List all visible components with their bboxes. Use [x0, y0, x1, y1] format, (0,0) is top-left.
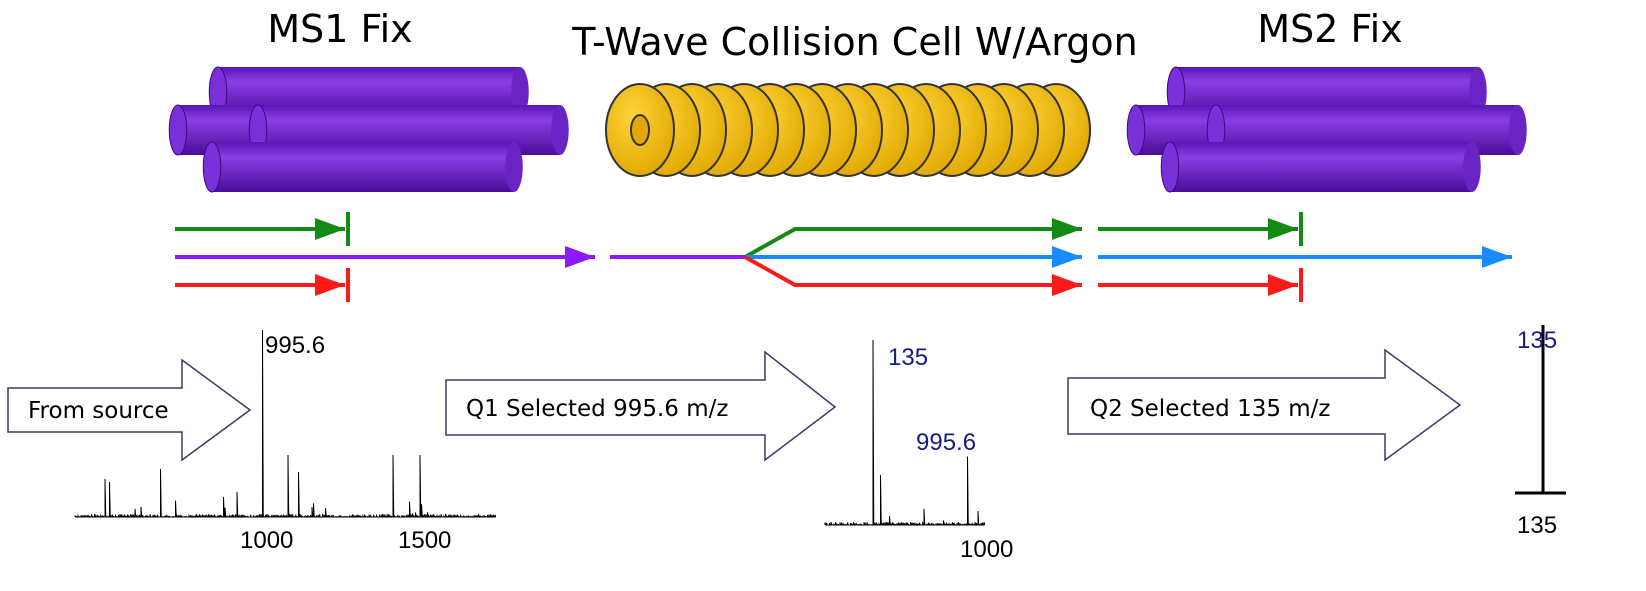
ion-path — [744, 227, 1082, 259]
rod-end — [1509, 105, 1527, 155]
arrowhead — [565, 246, 595, 268]
block-arrow — [7, 358, 252, 462]
rod-body — [1170, 142, 1472, 192]
quadrupole-rods — [168, 66, 1527, 193]
rod-face — [1126, 104, 1146, 156]
rod-end — [551, 105, 569, 155]
ion-paths — [175, 212, 1512, 302]
arrow-label: Q1 Selected 995.6 m/z — [466, 396, 728, 422]
arrowhead — [315, 218, 345, 240]
arrowhead — [1482, 246, 1512, 268]
peak-label: 995.6 — [916, 429, 976, 456]
rod-end — [1463, 142, 1481, 192]
ion-path — [744, 255, 1082, 287]
rod-body — [212, 142, 514, 192]
peak-label: 135 — [1517, 327, 1557, 354]
arrowhead — [1052, 218, 1082, 240]
axis-label: 1500 — [398, 527, 451, 554]
stage-title: MS2 Fix — [1257, 7, 1402, 51]
axis-label: 1000 — [960, 536, 1013, 563]
flow-arrows: From source Q1 Selected 995.6 m/z Q2 Sel… — [7, 348, 1462, 462]
arrowhead — [1268, 274, 1298, 296]
block-arrow — [1067, 348, 1462, 462]
rod-end — [511, 67, 529, 117]
peak-label: 995.6 — [265, 332, 325, 359]
arrowhead — [1052, 274, 1082, 296]
rod-end — [505, 142, 523, 192]
axis-label: 135 — [1517, 512, 1557, 539]
arrow-label: From source — [28, 398, 169, 424]
spectrum-trace — [74, 329, 497, 518]
collision-cell-rings — [605, 83, 1091, 177]
ring-hole — [630, 114, 650, 146]
stage-title: MS1 Fix — [267, 7, 412, 51]
rod-face — [202, 141, 222, 193]
spectra — [74, 325, 1566, 526]
spectrum-trace — [824, 339, 986, 526]
rod-face — [1160, 141, 1180, 193]
rod-face — [168, 104, 188, 156]
arrowhead — [315, 274, 345, 296]
axis-label: 1000 — [240, 527, 293, 554]
rod-end — [1469, 67, 1487, 117]
arrow-label: Q2 Selected 135 m/z — [1090, 396, 1331, 422]
stage-title: T-Wave Collision Cell W/Argon — [571, 20, 1137, 64]
arrowhead — [1052, 246, 1082, 268]
peak-label: 135 — [888, 344, 928, 371]
block-arrow — [445, 350, 837, 462]
arrowhead — [1268, 218, 1298, 240]
